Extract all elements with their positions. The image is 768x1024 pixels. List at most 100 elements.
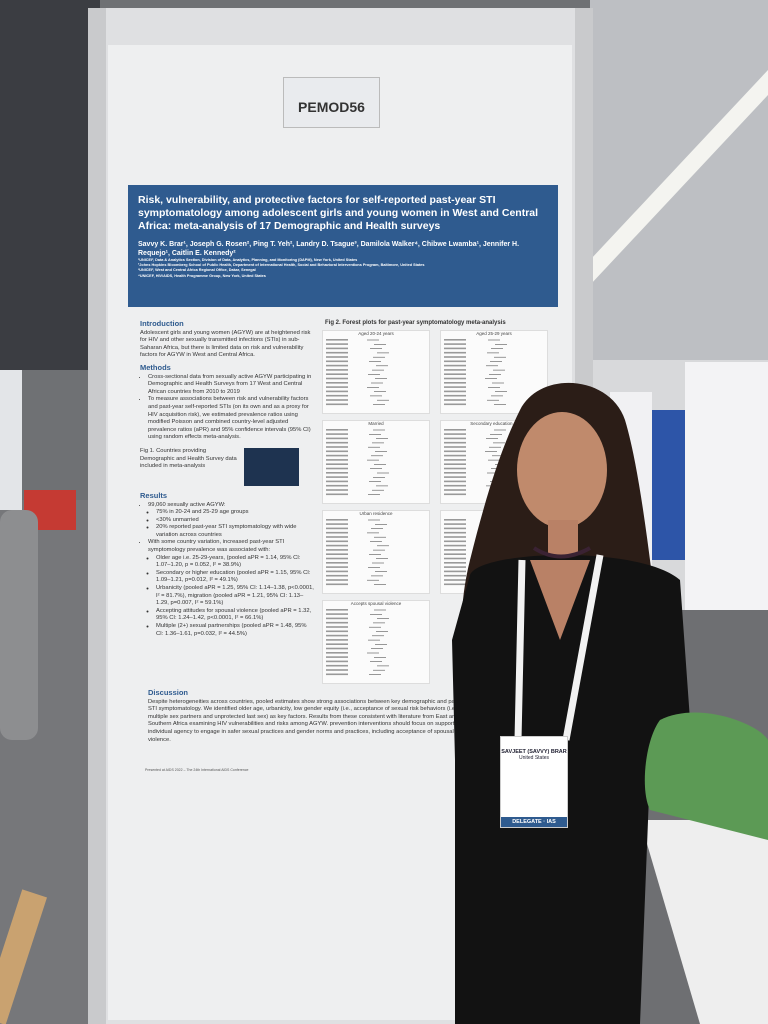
row-text bbox=[444, 441, 466, 444]
panel-label: Aged 20-24 years bbox=[358, 331, 394, 336]
forest-lines bbox=[444, 339, 507, 406]
row-text bbox=[444, 446, 466, 448]
board-frame bbox=[575, 8, 593, 1024]
section-text: Adolescent girls and young women (AGYW) … bbox=[140, 329, 311, 359]
sub-bullet: 75% in 20-24 and 25-29 age groups bbox=[156, 509, 315, 517]
row-text bbox=[326, 634, 348, 637]
side-poster bbox=[0, 370, 22, 510]
row-text bbox=[444, 390, 466, 393]
ceiling bbox=[590, 0, 768, 430]
row-text bbox=[444, 347, 466, 350]
sub-bullet: Urbanicity (pooled aPR = 1.25, 95% CI: 1… bbox=[156, 585, 315, 608]
sub-bullet: Multiple (2+) sexual partnerships (poole… bbox=[156, 623, 315, 638]
row-text bbox=[326, 549, 348, 551]
forest-panel: Secondary education or bbox=[440, 420, 548, 504]
affiliation: ²Johns Hopkins Bloomberg School of Publi… bbox=[138, 263, 425, 268]
row-text bbox=[326, 399, 348, 401]
row-text bbox=[326, 351, 348, 354]
row-text bbox=[326, 519, 348, 521]
row-text bbox=[326, 454, 348, 457]
row-text bbox=[326, 493, 348, 496]
board-frame bbox=[88, 8, 106, 1024]
row-text bbox=[326, 626, 348, 628]
sub-bullet: <30% unmarried bbox=[156, 517, 315, 525]
row-text bbox=[444, 549, 466, 551]
row-text bbox=[326, 476, 348, 478]
row-text bbox=[326, 386, 348, 388]
row-text bbox=[326, 369, 348, 371]
row-text bbox=[326, 544, 348, 547]
row-text bbox=[444, 519, 466, 521]
row-text bbox=[326, 437, 348, 440]
row-text bbox=[326, 523, 348, 525]
row-text bbox=[444, 493, 466, 496]
figure-1: Fig 1. Countries providing Demographic a… bbox=[140, 447, 315, 486]
section-heading: Introduction bbox=[140, 319, 184, 328]
row-text bbox=[444, 536, 466, 538]
row-text bbox=[444, 553, 466, 555]
row-text bbox=[444, 476, 466, 478]
row-text bbox=[326, 463, 348, 465]
forest-panel: Married bbox=[322, 420, 430, 504]
forest-panel: Accepts spousal violence bbox=[322, 600, 430, 684]
row-text bbox=[326, 673, 348, 676]
badge-role: DELEGATE · IAS bbox=[501, 817, 567, 827]
sub-list: 75% in 20-24 and 25-29 age groups<30% un… bbox=[148, 509, 315, 539]
ceiling-light bbox=[590, 70, 768, 285]
results-list: 99,060 sexually active AGYW:75% in 20-24… bbox=[140, 502, 315, 639]
forest-lines bbox=[444, 429, 507, 496]
poster-header: Risk, vulnerability, and protective fact… bbox=[128, 185, 558, 307]
row-text bbox=[326, 433, 348, 435]
row-text bbox=[326, 531, 348, 534]
section-heading: Discussion bbox=[148, 688, 189, 697]
row-text bbox=[444, 343, 466, 345]
discussion: Discussion Despite heterogeneities acros… bbox=[148, 689, 478, 744]
badge-country: United States bbox=[518, 755, 550, 761]
row-text bbox=[444, 523, 466, 525]
row-text bbox=[326, 669, 348, 671]
row-text bbox=[326, 467, 348, 470]
row-text bbox=[326, 390, 348, 393]
row-text bbox=[444, 527, 466, 530]
panel-label: Accepts spousal violence bbox=[350, 601, 402, 606]
figure-title: Fig 2. Forest plots for past-year sympto… bbox=[325, 320, 506, 326]
affiliations: ¹UNICEF, Data & Analytics Section, Divis… bbox=[138, 258, 548, 279]
row-text bbox=[326, 566, 348, 568]
forest-lines bbox=[326, 429, 389, 496]
row-text bbox=[326, 480, 348, 483]
placard: PEMOD56 bbox=[283, 77, 380, 128]
sub-bullet: Older age i.e. 25-29-years, (pooled aPR … bbox=[156, 555, 315, 570]
row-text bbox=[444, 454, 466, 457]
row-text bbox=[444, 369, 466, 371]
poster-footer: Presented at AIDS 2022 – The 24th Intern… bbox=[145, 768, 249, 772]
row-text bbox=[326, 574, 348, 577]
row-text bbox=[326, 373, 348, 375]
sub-bullet: Accepting attitudes for spousal violence… bbox=[156, 608, 315, 623]
row-text bbox=[326, 613, 348, 615]
row-text bbox=[326, 382, 348, 384]
row-text bbox=[326, 527, 348, 530]
row-text bbox=[326, 583, 348, 586]
row-text bbox=[444, 377, 466, 380]
curtain bbox=[685, 362, 768, 622]
bullet: 99,060 sexually active AGYW:75% in 20-24… bbox=[148, 502, 315, 540]
row-text bbox=[444, 579, 466, 581]
row-text bbox=[444, 557, 466, 560]
section-text: Despite heterogeneities across countries… bbox=[148, 698, 473, 743]
bullet-text: With some country variation, increased p… bbox=[148, 539, 285, 554]
row-text bbox=[326, 579, 348, 581]
row-text bbox=[326, 643, 348, 645]
row-text bbox=[326, 570, 348, 573]
panel-label: Married bbox=[368, 421, 384, 426]
forest-panel: Aged 20-24 years bbox=[322, 330, 430, 414]
row-text bbox=[326, 621, 348, 624]
row-text bbox=[444, 566, 466, 568]
figure-caption: Fig 1. Countries providing Demographic a… bbox=[140, 447, 237, 470]
carpet bbox=[0, 500, 100, 1024]
row-text bbox=[444, 480, 466, 483]
forest-panel: Urban residence bbox=[322, 510, 430, 594]
row-text bbox=[326, 441, 348, 444]
name-badge: SAVJEET (SAVVY) BRAR United States DELEG… bbox=[500, 736, 568, 828]
